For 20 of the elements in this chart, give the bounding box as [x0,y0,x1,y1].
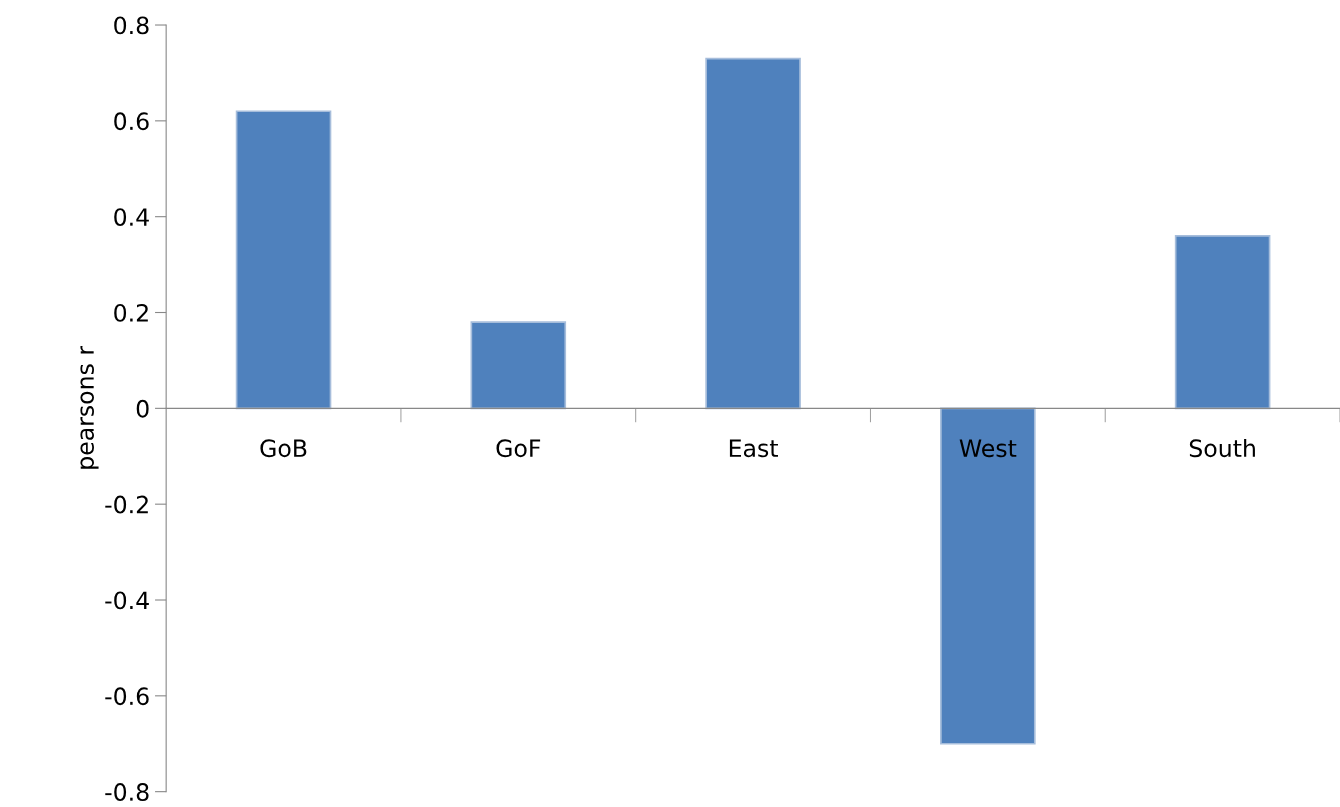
bar [470,321,567,410]
y-tick-label: 0.8 [114,16,149,35]
x-tick-label: GoF [496,439,541,458]
bar [705,57,801,410]
bar [1174,235,1271,410]
bar [235,110,332,410]
y-tick-label: 0.6 [114,112,149,131]
x-tick-label: GoB [260,439,307,458]
y-tick-label: -0.4 [105,591,149,610]
x-tick-label: South [1189,438,1255,458]
y-tick-label: -0.8 [105,783,149,801]
y-tick-label: -0.2 [105,495,148,514]
bar [940,407,1036,745]
y-tick-label: 0 [136,399,149,418]
y-tick-label: 0.4 [114,208,149,226]
y-tick-label: 0.2 [114,303,148,322]
x-tick-label: East [729,439,778,458]
y-axis-title: pearsons r [80,345,99,469]
y-tick-label: -0.6 [105,687,149,706]
x-tick-label: West [959,439,1017,458]
